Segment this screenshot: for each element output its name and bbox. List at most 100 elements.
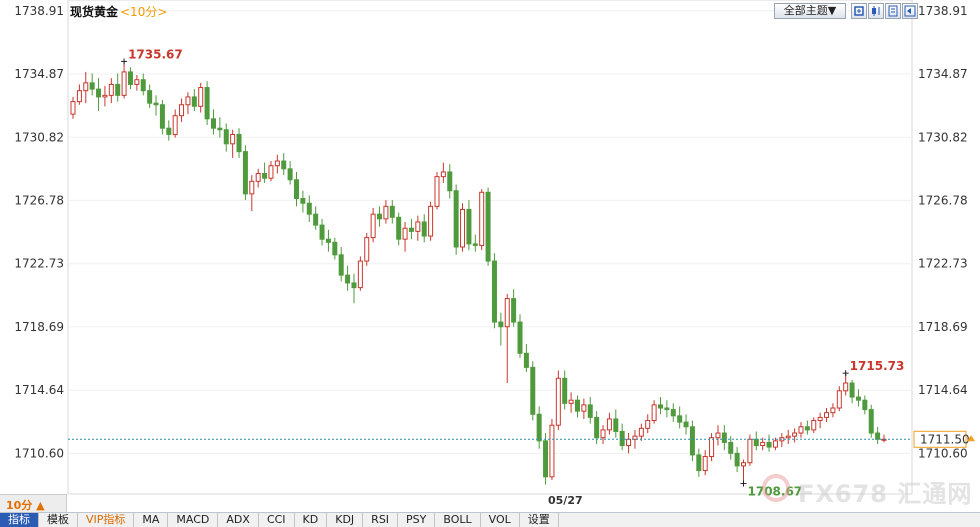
candle (319, 218, 325, 246)
candle (249, 175, 255, 212)
y-tick-right: 1734.87 (918, 67, 968, 81)
candle (511, 289, 517, 327)
candle (670, 403, 676, 423)
candle (683, 414, 689, 435)
candle (632, 429, 638, 449)
candle (491, 253, 497, 329)
candle (523, 343, 529, 373)
candle (70, 96, 76, 119)
candle (210, 109, 216, 135)
candle (300, 190, 306, 213)
candle (236, 128, 242, 158)
list-icon[interactable] (885, 3, 901, 19)
last-price-box (913, 430, 967, 448)
candle (792, 428, 798, 443)
y-tick-right: 1738.91 (918, 4, 968, 18)
tab-boll[interactable]: BOLL (435, 513, 481, 527)
tab-kd[interactable]: KD (295, 513, 328, 527)
tab-cci[interactable]: CCI (259, 513, 295, 527)
candle (606, 412, 612, 435)
candle (485, 187, 491, 266)
candle (843, 373, 849, 396)
candle (460, 203, 466, 252)
candle (581, 398, 587, 419)
candle (574, 395, 580, 418)
candle (587, 397, 593, 424)
tab-rsi[interactable]: RSI (363, 513, 399, 527)
tab-vol[interactable]: VOL (481, 513, 520, 527)
candle (613, 409, 619, 438)
extreme-label: 1735.67 (128, 47, 183, 61)
tab-ma[interactable]: MA (134, 513, 169, 527)
candle (255, 168, 261, 188)
candle (325, 229, 331, 252)
candle (294, 171, 300, 207)
candle (313, 206, 319, 230)
candle (408, 218, 414, 240)
last-price-arrow-icon (967, 435, 975, 442)
candle (530, 361, 536, 421)
period-indicator: <10分> (120, 5, 167, 19)
candle (568, 392, 574, 413)
candles (70, 61, 887, 485)
tab-psy[interactable]: PSY (398, 513, 436, 527)
back-icon[interactable] (902, 3, 918, 19)
period-selector[interactable]: 10分 ▲ (0, 494, 67, 512)
candle (504, 293, 510, 384)
candle (645, 414, 651, 434)
candle (242, 145, 248, 201)
candle (868, 404, 874, 438)
candle (555, 370, 561, 430)
instrument-title: 现货黄金 (70, 4, 119, 19)
candle (760, 437, 766, 451)
tab-indicators[interactable]: 指标 (0, 513, 39, 527)
y-tick-left: 1718.69 (14, 320, 64, 334)
candle (830, 403, 836, 418)
candle (734, 447, 740, 473)
candle-icon[interactable] (868, 3, 884, 19)
x-axis-date-label: 05/27 (548, 494, 583, 507)
candle (351, 273, 357, 304)
zoom-in-icon[interactable] (851, 3, 867, 19)
candle (159, 100, 165, 135)
y-tick-left: 1710.60 (14, 446, 64, 460)
y-tick-left: 1730.82 (14, 130, 64, 144)
candle (638, 423, 644, 441)
candle (108, 78, 114, 104)
candle (785, 429, 791, 444)
candle (421, 214, 427, 243)
subject-filter-button[interactable]: 全部主题▼ (774, 3, 846, 19)
tab-settings[interactable]: 设置 (520, 513, 559, 527)
y-tick-right: 1718.69 (918, 320, 968, 334)
candle (836, 386, 842, 412)
candle (862, 395, 868, 415)
tab-vip-indicators[interactable]: VIP指标 (78, 513, 135, 527)
tab-macd[interactable]: MACD (168, 513, 219, 527)
candle (811, 417, 817, 434)
y-tick-left: 1714.64 (14, 383, 64, 397)
candle (619, 423, 625, 451)
candle (357, 256, 363, 291)
candle (849, 379, 855, 404)
candle (198, 82, 204, 113)
candle (702, 450, 708, 476)
y-tick-right: 1714.64 (918, 383, 968, 397)
tab-adx[interactable]: ADX (218, 513, 259, 527)
fx678-watermark: FX678 汇通网 (758, 470, 971, 510)
candle (172, 109, 178, 138)
y-tick-right: 1730.82 (918, 130, 968, 144)
candle (817, 412, 823, 429)
tab-kdj[interactable]: KDJ (327, 513, 364, 527)
candle (415, 215, 421, 241)
tab-template[interactable]: 模板 (39, 513, 78, 527)
candle (543, 433, 549, 485)
candle (396, 212, 402, 246)
candle (402, 221, 408, 252)
candle (389, 200, 395, 224)
y-tick-right: 1710.60 (918, 446, 968, 460)
candle (364, 232, 370, 266)
candle (338, 247, 344, 282)
candle (594, 411, 600, 444)
candle (268, 161, 274, 182)
